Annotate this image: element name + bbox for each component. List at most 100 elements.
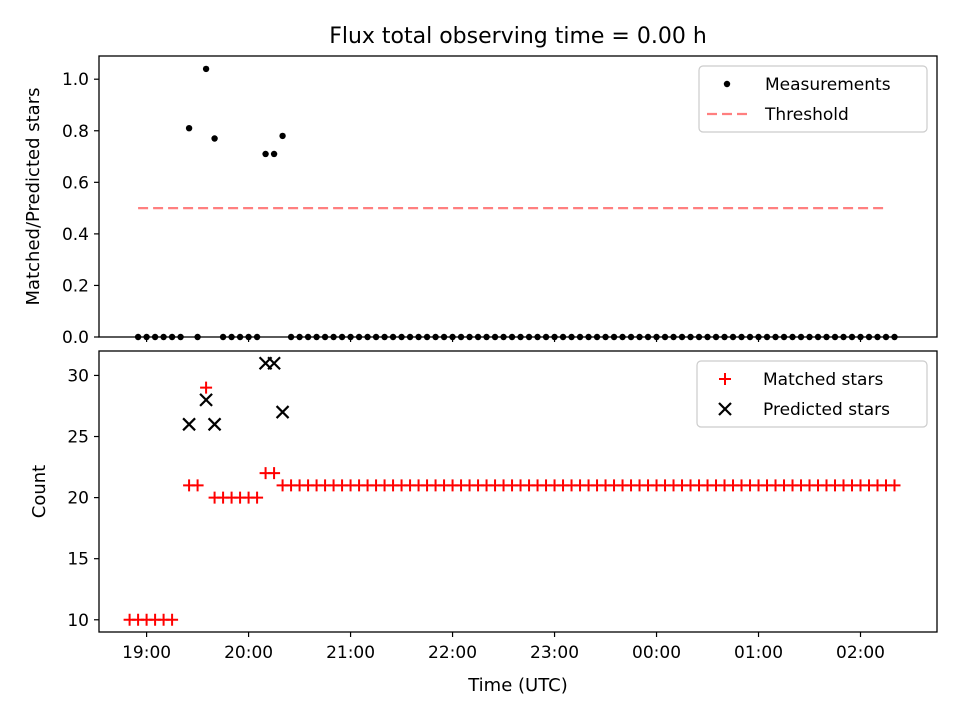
measurement-point	[483, 333, 490, 341]
measurement-point	[755, 333, 762, 341]
measurement-point	[211, 135, 218, 142]
y-tick-label: 1.0	[62, 70, 89, 90]
matched-star-point	[166, 613, 179, 626]
measurement-point	[831, 333, 839, 341]
flux-ratio-panel: 0.0 0.2 0.4 0.6 0.8 1.0 Matched/Predicted star…	[23, 55, 938, 348]
measurement-point	[160, 333, 167, 341]
predicted-star-point	[267, 356, 281, 370]
measurement-point	[874, 333, 881, 341]
axes-frame	[98, 350, 938, 633]
measurement-point	[372, 333, 380, 341]
measurement-point	[449, 333, 456, 341]
y-tick-label: 0.8	[62, 122, 89, 142]
measurement-point	[381, 333, 388, 341]
measurement-point	[687, 333, 694, 341]
y-tick-label: 0.0	[62, 328, 89, 348]
measurement-point	[168, 333, 176, 341]
measurement-point	[610, 333, 618, 341]
measurement-point	[763, 333, 771, 341]
measurement-point	[568, 333, 575, 341]
measurement-point	[704, 333, 711, 341]
measurement-point	[653, 333, 660, 341]
measurement-point	[194, 333, 201, 341]
measurement-point	[840, 333, 847, 341]
measurement-point	[534, 333, 541, 341]
measurement-point	[789, 333, 796, 341]
legend: Matched stars Predicted stars	[696, 360, 928, 428]
matched-star-point	[191, 479, 204, 492]
measurement-point	[406, 333, 414, 341]
predicted-star-point	[207, 417, 222, 432]
measurement-point	[806, 333, 813, 341]
legend-matched-swatch	[719, 373, 731, 385]
measurement-point	[780, 333, 788, 341]
matched-star-point	[251, 491, 264, 504]
measurement-point	[865, 333, 873, 341]
measurement-point	[389, 333, 397, 341]
measurement-point	[678, 333, 686, 341]
measurement-point	[134, 333, 142, 341]
measurement-point	[313, 333, 320, 341]
measurement-point	[287, 333, 295, 341]
legend-predicted-swatch	[718, 402, 732, 416]
measurement-point	[185, 124, 193, 132]
measurement-point	[321, 333, 329, 341]
measurement-point	[551, 333, 558, 341]
measurement-point	[423, 333, 431, 341]
x-tick-label: 01:00	[734, 643, 783, 663]
legend-label: Measurements	[765, 75, 891, 95]
measurement-point	[661, 333, 669, 341]
y-tick-label: 30	[67, 366, 89, 386]
measurement-point	[398, 333, 405, 341]
matched-star-point	[200, 381, 213, 394]
measurement-point	[644, 333, 652, 341]
legend-box	[696, 360, 928, 428]
measurement-point	[627, 333, 635, 341]
y-tick-label: 10	[67, 611, 89, 631]
measurement-point	[738, 333, 745, 341]
measurement-point	[491, 333, 499, 341]
measurement-point	[746, 333, 754, 341]
measurement-point	[593, 333, 601, 341]
measurement-point	[619, 333, 626, 341]
x-axis-label: Time (UTC)	[467, 675, 568, 696]
measurement-point	[228, 333, 235, 341]
y-axis-label: Matched/Predicted stars	[23, 88, 44, 306]
measurement-point	[245, 333, 252, 341]
legend-label: Threshold	[764, 105, 849, 125]
measurement-point	[729, 333, 737, 341]
legend-label: Matched stars	[763, 370, 883, 390]
x-tick-label: 02:00	[836, 643, 885, 663]
measurement-point	[143, 333, 150, 341]
x-tick-label: 22:00	[428, 643, 477, 663]
legend-label: Predicted stars	[763, 400, 890, 420]
x-tick-label: 00:00	[632, 643, 681, 663]
matched-star-point	[888, 479, 901, 492]
measurement-point	[364, 333, 371, 341]
measurement-point	[338, 333, 346, 341]
measurement-point	[602, 333, 609, 341]
measurement-point	[279, 132, 286, 140]
measurement-point	[415, 333, 422, 341]
measurement-point	[695, 333, 703, 341]
measurement-point	[525, 333, 533, 341]
predicted-star-point	[199, 393, 213, 407]
measurement-point	[559, 333, 567, 341]
measurement-point	[304, 333, 312, 341]
measurement-point	[500, 333, 507, 341]
measurement-point	[355, 333, 363, 341]
measurement-point	[848, 333, 856, 341]
measurement-point	[823, 333, 830, 341]
measurement-point	[814, 333, 822, 341]
star-count-panel: 19:00 20:00 21:00 22:00 23:00 00:00 01:00 02:00…	[29, 350, 938, 663]
measurement-point	[712, 333, 720, 341]
measurement-point	[857, 333, 864, 341]
measurement-point	[772, 333, 779, 341]
y-tick-label: 15	[67, 550, 89, 570]
measurement-point	[347, 333, 354, 341]
measurement-point	[262, 150, 269, 158]
measurement-point	[296, 333, 303, 341]
y-tick-label: 20	[67, 489, 89, 509]
measurement-point	[585, 333, 592, 341]
